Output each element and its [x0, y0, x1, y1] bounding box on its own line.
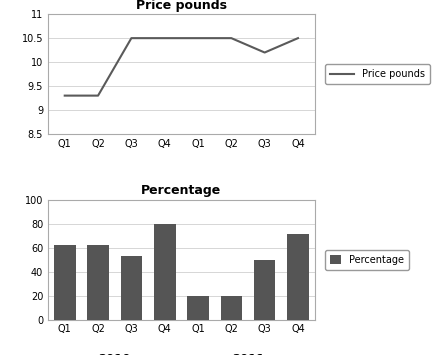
Bar	[287, 235, 309, 320]
Bar	[221, 296, 242, 320]
Price pounds	[162, 36, 167, 40]
Line: Price pounds: Price pounds	[65, 38, 298, 95]
Price pounds	[95, 93, 101, 98]
Price pounds	[195, 36, 201, 40]
Text: 2011: 2011	[232, 353, 264, 355]
Text: 2010: 2010	[98, 353, 131, 355]
Bar	[87, 245, 109, 320]
Bar	[154, 224, 176, 320]
Title: Percentage: Percentage	[141, 184, 222, 197]
Bar	[187, 296, 209, 320]
Bar	[54, 245, 76, 320]
Legend: Price pounds: Price pounds	[325, 64, 430, 84]
Price pounds	[129, 36, 134, 40]
Title: Price pounds: Price pounds	[136, 0, 227, 12]
Bar	[254, 260, 275, 320]
Price pounds	[229, 36, 234, 40]
Legend: Percentage: Percentage	[325, 250, 409, 270]
Price pounds	[62, 93, 67, 98]
Price pounds	[262, 50, 267, 55]
Bar	[121, 256, 142, 320]
Price pounds	[295, 36, 301, 40]
